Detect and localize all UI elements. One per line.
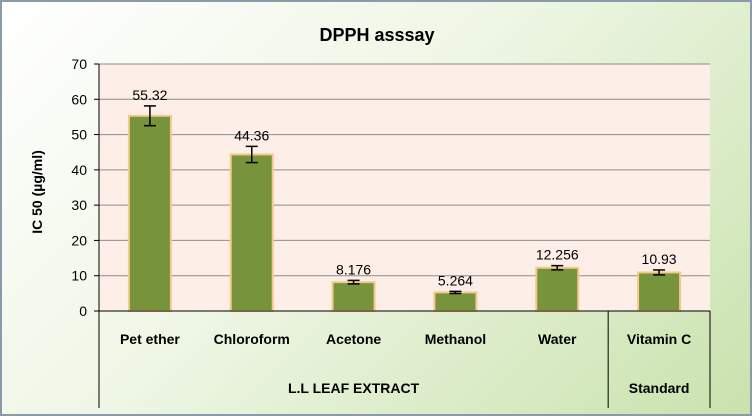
y-tick-label: 0 (79, 303, 87, 319)
error-bar (653, 269, 666, 276)
category-label: Acetone (326, 331, 381, 347)
error-bar (449, 290, 462, 295)
bar (127, 114, 172, 313)
data-label: 55.32 (132, 87, 167, 103)
data-label: 8.176 (336, 261, 371, 277)
category-label: Methanol (425, 331, 486, 347)
error-bar (143, 105, 156, 127)
data-label: 12.256 (536, 247, 579, 263)
category-label: Pet ether (120, 331, 180, 347)
plot-area (99, 64, 710, 311)
category-label: Water (538, 331, 577, 347)
y-tick-label: 20 (71, 232, 87, 248)
bar (331, 281, 376, 312)
gridlines (99, 63, 710, 277)
group-labels: L.L LEAF EXTRACT Standard (288, 311, 689, 408)
data-label: 5.264 (438, 272, 473, 288)
y-tick-label: 30 (71, 197, 87, 213)
y-tick-label: 10 (71, 268, 87, 284)
error-bar (347, 279, 360, 285)
category-label: Vitamin C (627, 331, 691, 347)
error-bar (245, 145, 258, 164)
error-bars (143, 105, 666, 295)
chart-title: DPPH asssay (319, 25, 434, 45)
y-tick-label: 50 (71, 127, 87, 143)
group-label: L.L LEAF EXTRACT (288, 380, 420, 396)
y-axis-ticks: 0 10 20 30 40 50 60 70 (71, 56, 99, 319)
data-label: 44.36 (234, 127, 269, 143)
bar (637, 271, 682, 312)
error-bar (551, 264, 564, 271)
bar (433, 291, 478, 312)
bar (229, 153, 274, 312)
y-axis-label: IC 50 (µg/ml) (29, 150, 45, 234)
y-tick-label: 40 (71, 162, 87, 178)
data-label: 10.93 (642, 251, 677, 267)
bars (127, 114, 682, 313)
data-labels: 55.32 44.36 8.176 5.264 12.256 10.93 (132, 87, 676, 288)
category-label: Chloroform (214, 331, 290, 347)
y-tick-label: 60 (71, 91, 87, 107)
bar (535, 266, 580, 312)
category-labels: Pet ether Chloroform Acetone Methanol Water V… (120, 331, 691, 347)
y-tick-label: 70 (71, 56, 87, 72)
group-label: Standard (629, 380, 690, 396)
